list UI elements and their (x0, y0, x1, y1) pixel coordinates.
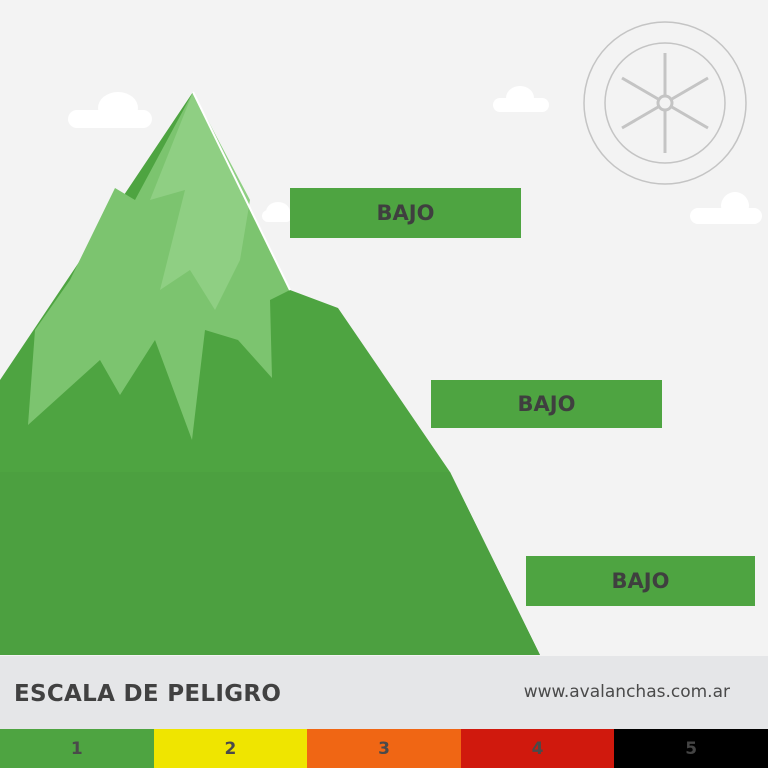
cloud-icon (68, 86, 762, 224)
scale-title: ESCALA DE PELIGRO (14, 681, 282, 707)
middle-elevation-rating: BAJO (431, 380, 662, 428)
danger-level-1: 1 (0, 729, 154, 768)
mountain-lower-band (0, 472, 540, 655)
snowflake-seal (583, 21, 747, 185)
website-link[interactable]: www.avalanchas.com.ar (523, 682, 730, 702)
mountain-ridge (192, 91, 291, 291)
danger-level-3: 3 (307, 729, 461, 768)
danger-scale: 1 2 3 4 5 (0, 729, 768, 768)
footer: ESCALA DE PELIGRO www.avalanchas.com.ar … (0, 656, 768, 768)
danger-level-4: 4 (460, 729, 615, 768)
snowflake-icon (621, 53, 709, 153)
danger-level-5: 5 (614, 729, 768, 768)
mountain-illustration (0, 21, 762, 655)
danger-level-2: 2 (153, 729, 308, 768)
lower-elevation-rating: BAJO (526, 556, 755, 606)
snow-highlight (150, 92, 250, 310)
upper-elevation-rating: BAJO (290, 188, 521, 238)
